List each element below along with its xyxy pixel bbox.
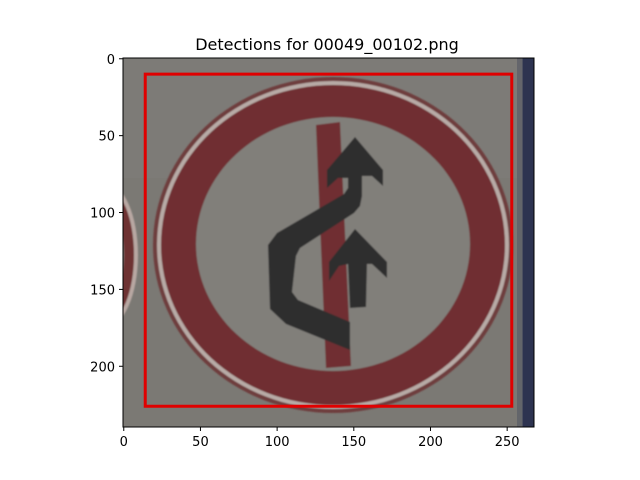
chart-title: Detections for 00049_00102.png bbox=[195, 35, 459, 55]
x-tick-label: 200 bbox=[418, 435, 443, 450]
y-tick-label: 0 bbox=[107, 53, 115, 68]
x-axis: 0 50 100 150 200 250 bbox=[120, 427, 520, 450]
x-tick-label: 150 bbox=[341, 435, 366, 450]
y-tick-label: 50 bbox=[98, 130, 115, 145]
frame-edge bbox=[522, 58, 534, 427]
y-axis: 0 50 100 150 200 bbox=[90, 53, 123, 375]
x-tick-label: 250 bbox=[495, 435, 520, 450]
detection-box bbox=[143, 72, 514, 408]
axes-frame bbox=[122, 57, 535, 428]
x-tick-label: 0 bbox=[120, 435, 128, 450]
image-panel bbox=[123, 58, 534, 427]
y-tick-label: 200 bbox=[90, 360, 115, 375]
y-tick-label: 150 bbox=[90, 283, 115, 298]
y-tick-label: 100 bbox=[90, 207, 115, 222]
x-tick-label: 100 bbox=[265, 435, 290, 450]
sign-arrows bbox=[268, 137, 387, 350]
x-tick-label: 50 bbox=[192, 435, 209, 450]
sign-diagonal-bar bbox=[316, 122, 351, 368]
traffic-sign-image bbox=[123, 58, 534, 427]
plot-frame bbox=[122, 57, 535, 428]
